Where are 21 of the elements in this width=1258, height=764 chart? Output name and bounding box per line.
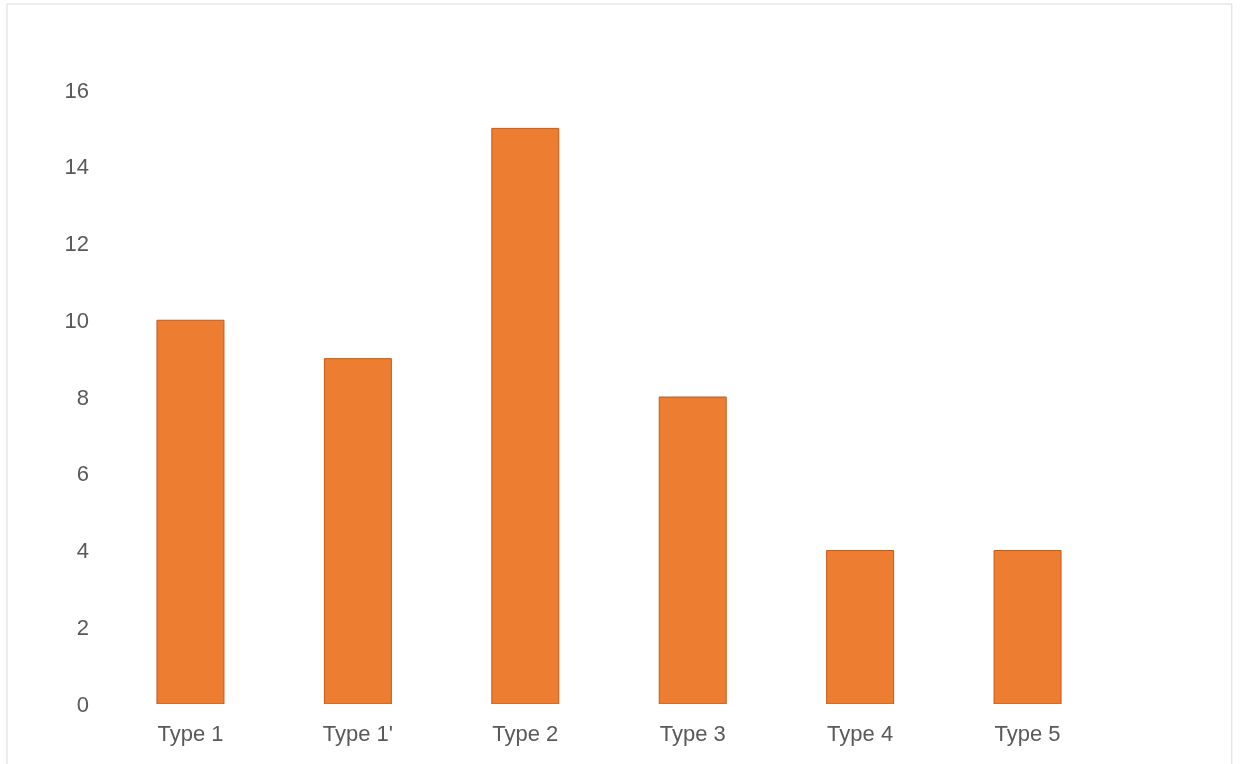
y-tick-label: 8 — [76, 384, 89, 410]
x-tick-label: Type 4 — [827, 721, 894, 746]
y-tick-label: 4 — [76, 538, 89, 564]
y-tick-label: 14 — [64, 154, 89, 180]
y-tick-label: 2 — [76, 614, 89, 640]
x-tick-label: Type 3 — [659, 721, 726, 746]
x-tick-label: Type 1' — [322, 721, 393, 746]
bar — [156, 319, 225, 704]
x-tick-label: Type 1 — [157, 721, 224, 746]
y-tick-label: 10 — [64, 307, 89, 333]
x-tick-label: Type 2 — [492, 721, 559, 746]
y-tick-label: 16 — [64, 77, 89, 103]
bar — [993, 550, 1062, 704]
bar — [826, 550, 895, 704]
bar — [491, 127, 560, 704]
y-tick-label: 0 — [76, 691, 89, 717]
bar — [323, 358, 392, 704]
x-tick-label: Type 5 — [994, 721, 1061, 746]
y-tick-label: 12 — [64, 231, 89, 257]
bar — [658, 396, 727, 704]
y-tick-label: 6 — [76, 461, 89, 487]
